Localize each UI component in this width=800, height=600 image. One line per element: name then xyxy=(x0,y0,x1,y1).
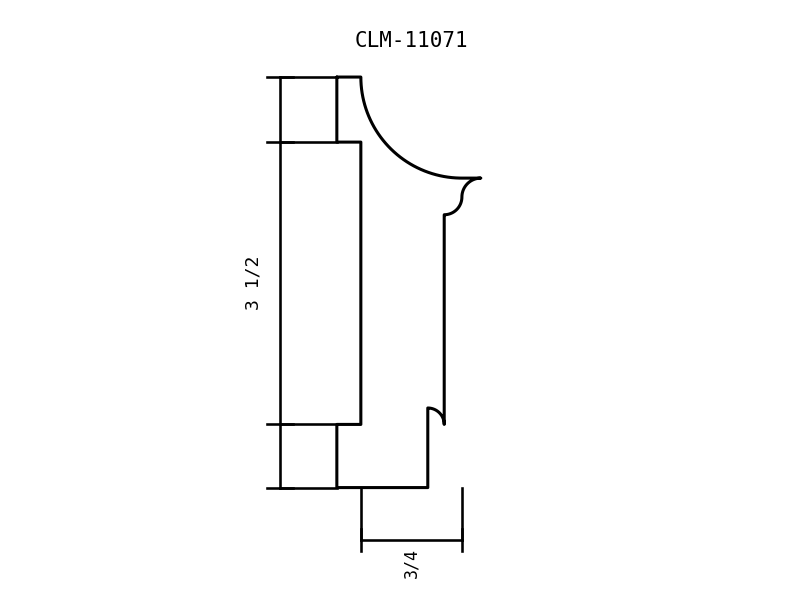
Text: 3 1/2: 3 1/2 xyxy=(245,255,262,310)
Text: 3/4: 3/4 xyxy=(402,548,420,578)
Text: CLM-11071: CLM-11071 xyxy=(354,31,468,51)
